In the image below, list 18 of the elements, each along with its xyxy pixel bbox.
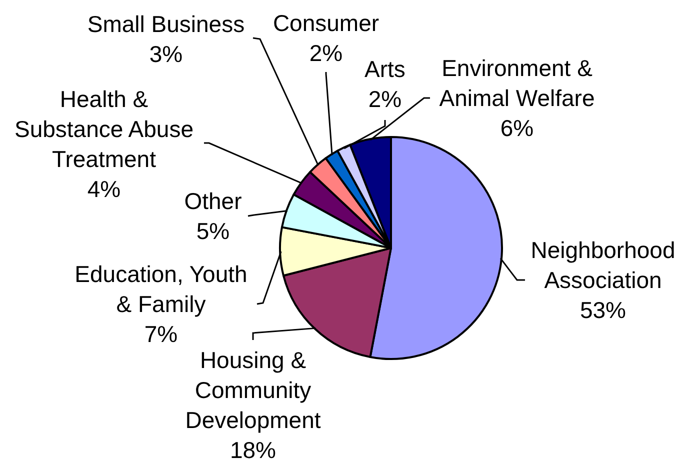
data-label: 2% (309, 40, 343, 66)
slice-label: Education, Youth & Family (74, 261, 248, 317)
slice-label: Housing & Community Development (185, 347, 322, 433)
data-label: 3% (149, 41, 183, 67)
data-label: 6% (500, 115, 534, 141)
slice-label: Neighborhood Association (530, 237, 676, 293)
slice-label: Consumer (272, 10, 380, 36)
data-label: 4% (87, 176, 121, 202)
slice-label: Small Business (87, 11, 245, 37)
slice-label: Arts (364, 56, 406, 82)
data-label: 7% (144, 321, 178, 347)
data-label: 18% (230, 437, 276, 459)
data-label: 2% (368, 86, 402, 112)
data-label: 53% (580, 297, 626, 323)
slice-label: Other (184, 188, 242, 214)
slice-label: Environment & Animal Welfare (439, 55, 595, 111)
slice-label: Health & Substance Abuse Treatment (14, 86, 194, 172)
data-label: 5% (196, 218, 230, 244)
